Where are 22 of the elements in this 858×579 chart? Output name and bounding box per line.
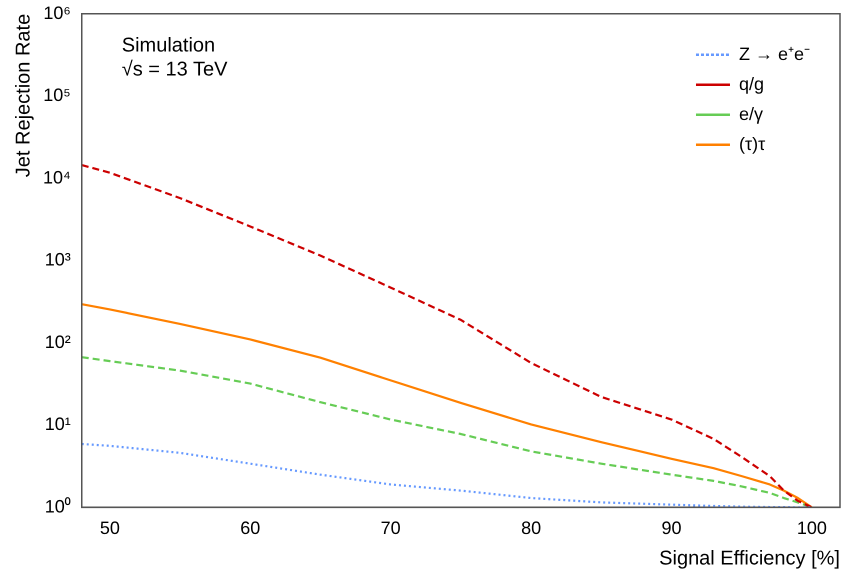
y-tick-label: 10² xyxy=(44,332,71,352)
y-tick-label: 10⁵ xyxy=(43,85,71,106)
x-tick-label: 60 xyxy=(240,518,260,538)
x-tick-label: 90 xyxy=(661,518,682,538)
line-series xyxy=(82,164,814,508)
y-tick-label: 10⁰ xyxy=(44,496,71,516)
y-axis-title: Jet Rejection Rate xyxy=(12,14,35,178)
y-tick-label: 10¹ xyxy=(44,414,71,434)
y-tick-label: 10³ xyxy=(44,250,71,270)
y-tick-label: 10⁶ xyxy=(43,2,71,23)
x-tick-label: 100 xyxy=(796,518,827,538)
legend-label: q/g xyxy=(738,74,764,94)
legend-label: Z → e⁺e⁻ xyxy=(738,44,810,64)
legend-label: e/γ xyxy=(738,104,763,124)
x-tick-label: 50 xyxy=(100,518,120,538)
legend-label: (τ)τ xyxy=(738,134,766,154)
x-tick-label: 80 xyxy=(521,518,542,538)
x-tick-label: 70 xyxy=(380,518,401,538)
annotation: √s = 13 TeV xyxy=(122,58,228,80)
y-tick-label: 10⁴ xyxy=(42,167,71,188)
annotation: Simulation xyxy=(122,34,216,56)
x-axis-title: Signal Efficiency [%] xyxy=(659,548,840,570)
